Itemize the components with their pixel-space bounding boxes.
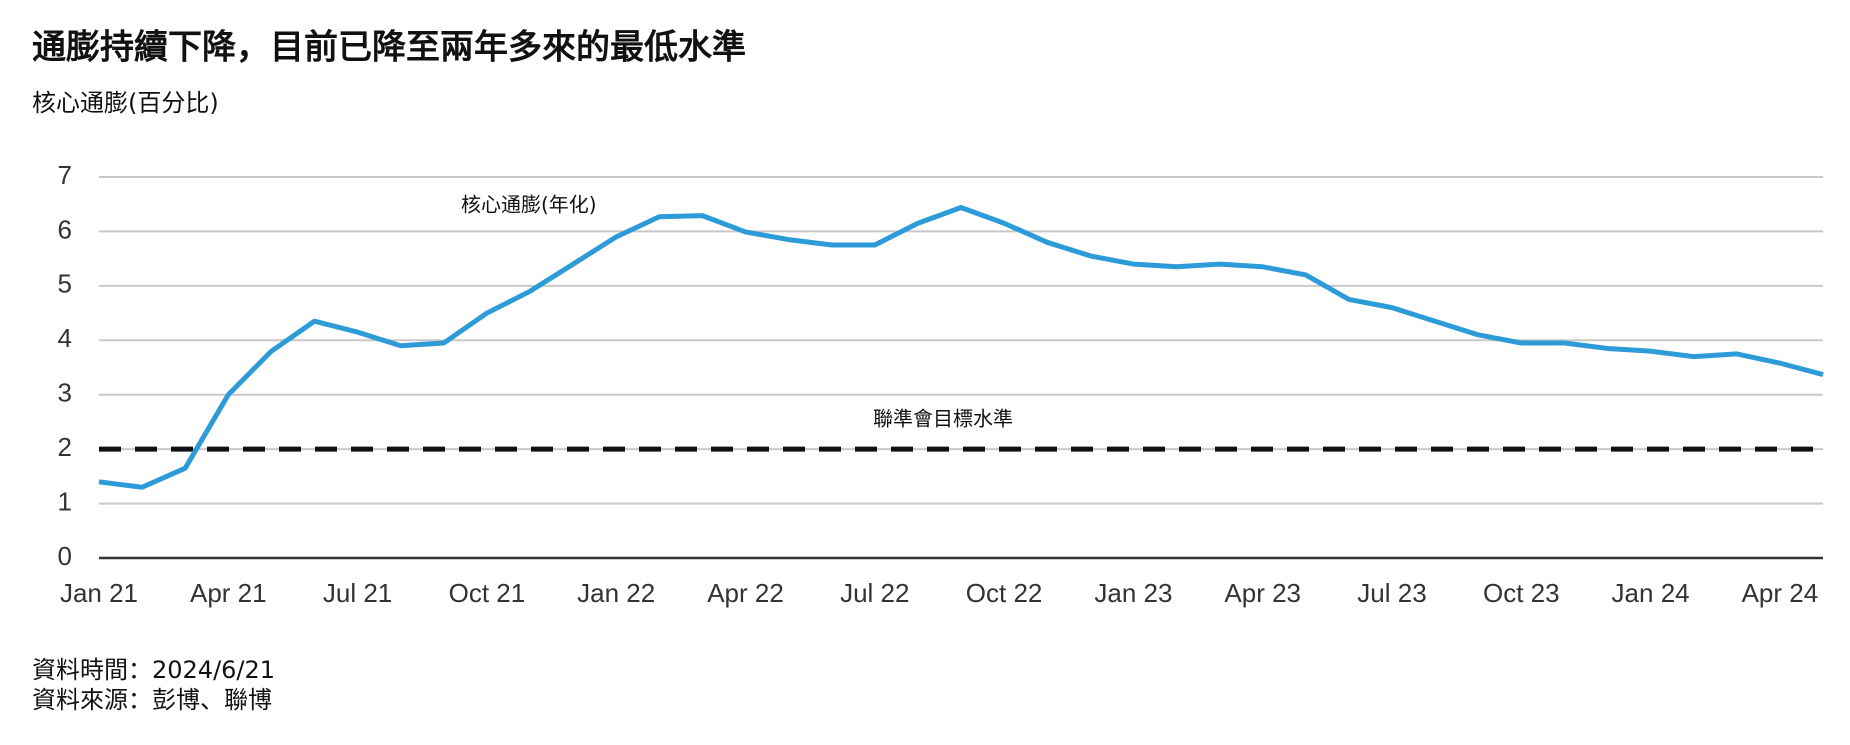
- x-tick-label: Jul 21: [323, 578, 392, 608]
- y-tick-label: 3: [58, 378, 72, 408]
- y-tick-label: 0: [58, 541, 72, 571]
- x-tick-label: Oct 23: [1483, 578, 1560, 608]
- x-tick-label: Jul 23: [1357, 578, 1426, 608]
- y-tick-label: 2: [58, 432, 72, 462]
- data-line: [98, 204, 1824, 490]
- y-tick-label: 4: [58, 323, 72, 353]
- x-tick-label: Oct 21: [449, 578, 526, 608]
- x-tick-label: Jan 24: [1612, 578, 1690, 608]
- y-tick-label: 1: [58, 486, 72, 516]
- y-tick-label: 5: [58, 269, 72, 299]
- series-label: 核心通膨(年化): [461, 193, 597, 217]
- x-tick-label: Oct 22: [966, 578, 1043, 608]
- footnote: 資料來源：彭博、聯博: [32, 686, 272, 714]
- x-tick-label: Apr 21: [190, 578, 267, 608]
- x-tick-label: Jul 22: [840, 578, 909, 608]
- y-tick-label: 7: [58, 160, 72, 190]
- chart-subtitle: 核心通膨(百分比): [32, 89, 219, 117]
- x-tick-label: Apr 23: [1224, 578, 1301, 608]
- footnote: 資料時間：2024/6/21: [32, 656, 275, 684]
- chart-title: 通膨持續下降，目前已降至兩年多來的最低水準: [32, 28, 746, 68]
- x-tick-label: Jan 23: [1094, 578, 1172, 608]
- y-tick-label: 6: [58, 214, 72, 244]
- x-tick-label: Jan 21: [60, 578, 138, 608]
- x-tick-label: Apr 22: [707, 578, 784, 608]
- reference-label: 聯準會目標水準: [873, 407, 1013, 431]
- x-tick-label: Apr 24: [1742, 578, 1819, 608]
- x-tick-label: Jan 22: [577, 578, 655, 608]
